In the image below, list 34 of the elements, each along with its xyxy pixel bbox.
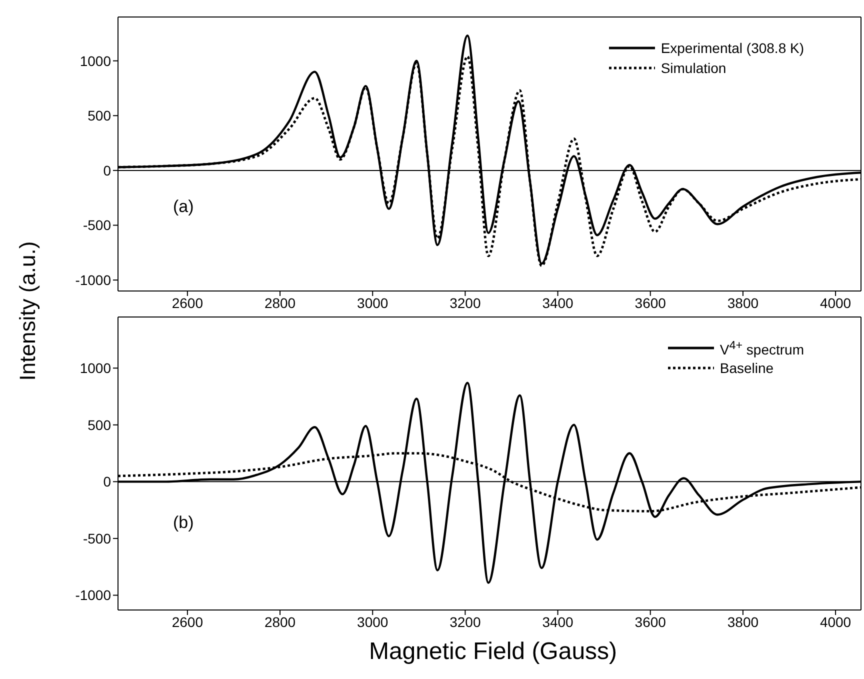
y-tick-label: 1000 xyxy=(80,52,112,69)
y-tick-label: 500 xyxy=(88,416,112,433)
x-tick-label: 2600 xyxy=(172,614,204,630)
y-axis-title: Intensity (a.u.) xyxy=(15,240,41,383)
y-tick-label: 500 xyxy=(88,108,112,124)
annotation: (b) xyxy=(173,512,194,533)
x-tick-label: 4000 xyxy=(820,294,852,311)
annotation: (a) xyxy=(173,197,194,218)
y-tick-label: -1000 xyxy=(75,587,112,604)
x-tick-label: 2800 xyxy=(264,614,296,630)
x-tick-label: 3800 xyxy=(727,614,759,630)
y-tick-label: 1000 xyxy=(80,360,112,376)
x-axis-title: Magnetic Field (Gauss) xyxy=(368,638,618,666)
legend-label: Simulation xyxy=(660,60,726,76)
legend-label: Baseline xyxy=(720,360,774,376)
x-tick-label: 2800 xyxy=(264,294,296,311)
x-tick-label: 3200 xyxy=(450,294,481,311)
x-tick-label: 3400 xyxy=(542,614,574,630)
x-tick-label: 3000 xyxy=(357,614,388,630)
legend-label: Experimental (308.8 K) xyxy=(660,40,804,56)
y-tick-label: -500 xyxy=(82,530,112,546)
y-tick-label: -500 xyxy=(82,217,112,234)
x-tick-label: 3600 xyxy=(634,294,666,311)
y-tick-label: 0 xyxy=(103,162,112,178)
x-tick-label: 3800 xyxy=(727,294,759,311)
y-tick-label: -1000 xyxy=(75,272,112,288)
x-tick-label: 3000 xyxy=(357,294,388,311)
x-tick-label: 3400 xyxy=(542,294,574,311)
x-tick-label: 3200 xyxy=(450,614,481,630)
legend-label: V$^{4+}$ spectrum xyxy=(720,338,804,358)
x-tick-label: 3600 xyxy=(634,614,666,630)
x-tick-label: 2600 xyxy=(172,294,204,311)
x-tick-label: 4000 xyxy=(820,614,852,630)
y-tick-label: 0 xyxy=(103,474,112,490)
